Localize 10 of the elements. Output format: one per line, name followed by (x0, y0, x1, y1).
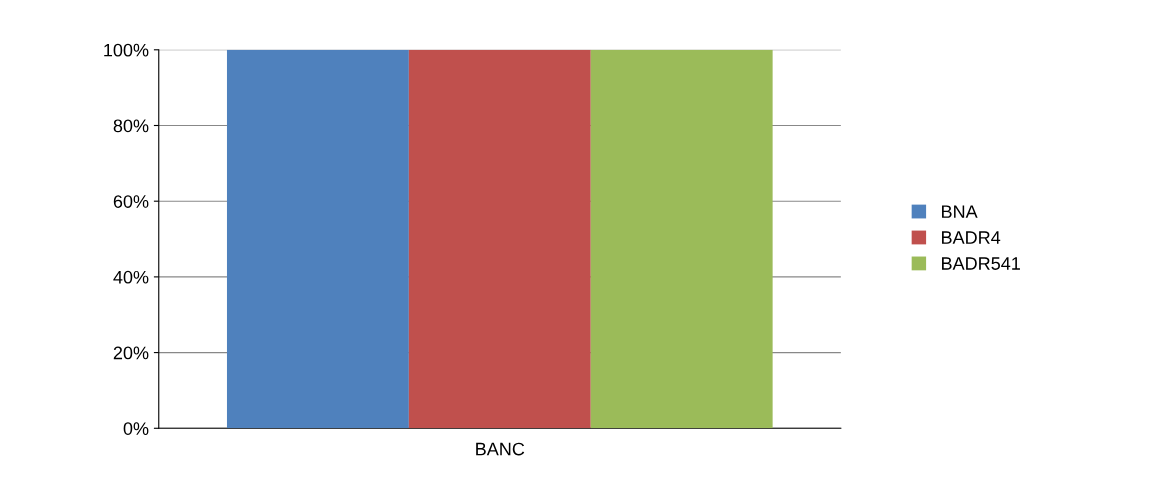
legend-label: BADR541 (942, 257, 1020, 270)
y-tick-label: 0% (123, 422, 149, 435)
y-tick-label: 100% (104, 43, 149, 57)
y-tick-label: 60% (113, 195, 149, 208)
x-tick-label: BANC (476, 442, 525, 456)
y-tick-label: 40% (113, 270, 149, 284)
y-tick-label: 80% (113, 119, 149, 133)
y-tick-label: 20% (113, 346, 149, 360)
legend-label: BADR4 (942, 231, 1001, 244)
legend-label: BNA (942, 205, 978, 218)
